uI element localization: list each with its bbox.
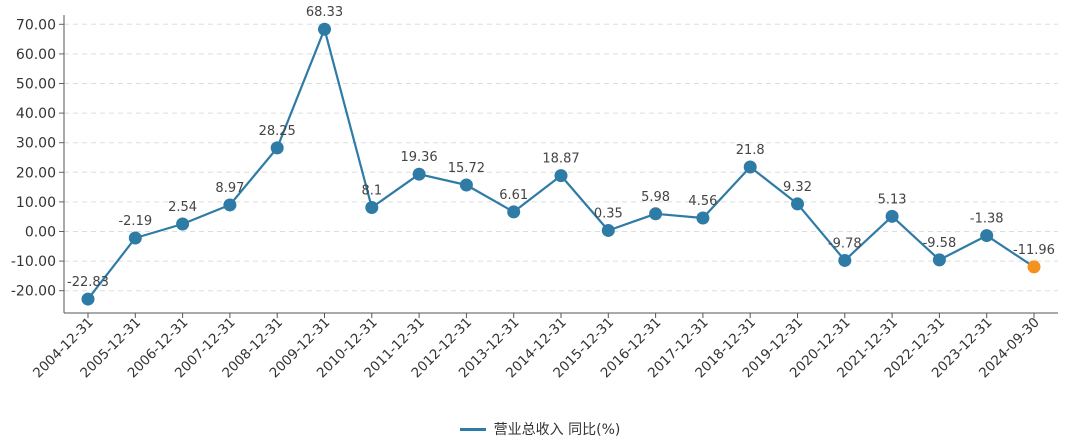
data-point bbox=[743, 160, 757, 174]
line-chart: 70.00 60.00 50.00 40.00 30.00 20.00 10.00 0.00 -… bbox=[11, 5, 1058, 381]
y-tick-label: -10.00 bbox=[11, 254, 56, 270]
data-label: 0.35 bbox=[594, 206, 623, 221]
data-point bbox=[885, 209, 899, 223]
data-point bbox=[81, 292, 95, 306]
data-point bbox=[318, 22, 331, 36]
data-point bbox=[176, 217, 190, 231]
data-label: 68.33 bbox=[306, 5, 343, 20]
data-point bbox=[696, 211, 710, 225]
data-point bbox=[649, 207, 663, 221]
y-tick-label: 20.00 bbox=[16, 165, 56, 181]
legend-swatch bbox=[459, 427, 486, 431]
y-tick-label: 40.00 bbox=[16, 106, 56, 122]
data-label: 5.98 bbox=[641, 190, 670, 205]
data-label: 19.36 bbox=[400, 150, 437, 165]
y-tick-label: -20.00 bbox=[11, 284, 56, 300]
data-label: -9.58 bbox=[923, 236, 957, 251]
data-point bbox=[459, 178, 473, 192]
data-label: 8.97 bbox=[215, 181, 244, 196]
data-label: 4.56 bbox=[688, 194, 717, 209]
y-tick-label: 60.00 bbox=[16, 47, 56, 63]
data-label: -1.38 bbox=[970, 212, 1004, 227]
data-label: 2.54 bbox=[168, 200, 197, 215]
data-point bbox=[554, 169, 568, 183]
data-point bbox=[365, 201, 379, 215]
data-point bbox=[932, 253, 946, 267]
data-label: -9.78 bbox=[828, 236, 862, 251]
data-label: 8.1 bbox=[361, 184, 382, 199]
data-point bbox=[412, 167, 426, 181]
data-point bbox=[791, 197, 804, 211]
y-tick-label: 50.00 bbox=[16, 77, 56, 93]
data-point bbox=[507, 205, 521, 219]
data-point bbox=[270, 141, 284, 155]
data-label: 18.87 bbox=[542, 152, 579, 167]
data-label: 15.72 bbox=[448, 161, 485, 176]
data-label: -11.96 bbox=[1013, 243, 1055, 258]
y-tick-label: 0.00 bbox=[25, 225, 56, 241]
y-tick-label: 30.00 bbox=[16, 136, 56, 152]
data-point bbox=[838, 253, 852, 267]
data-label: -2.19 bbox=[118, 214, 152, 229]
data-point bbox=[223, 198, 237, 212]
legend-label: 营业总收入 同比(%) bbox=[493, 422, 621, 438]
legend[interactable]: 营业总收入 同比(%) bbox=[0, 419, 1080, 439]
data-label: 9.32 bbox=[783, 180, 812, 195]
data-point bbox=[128, 231, 142, 245]
y-tick-label: 10.00 bbox=[16, 195, 56, 211]
y-tick-label: 70.00 bbox=[16, 17, 56, 33]
data-point bbox=[601, 223, 615, 237]
data-label: -22.83 bbox=[67, 275, 109, 290]
data-point bbox=[1027, 260, 1041, 274]
data-label: 21.8 bbox=[736, 143, 765, 158]
data-point bbox=[980, 229, 994, 243]
data-label: 5.13 bbox=[878, 192, 907, 207]
data-label: 28.25 bbox=[259, 124, 296, 139]
data-label: 6.61 bbox=[499, 188, 528, 203]
